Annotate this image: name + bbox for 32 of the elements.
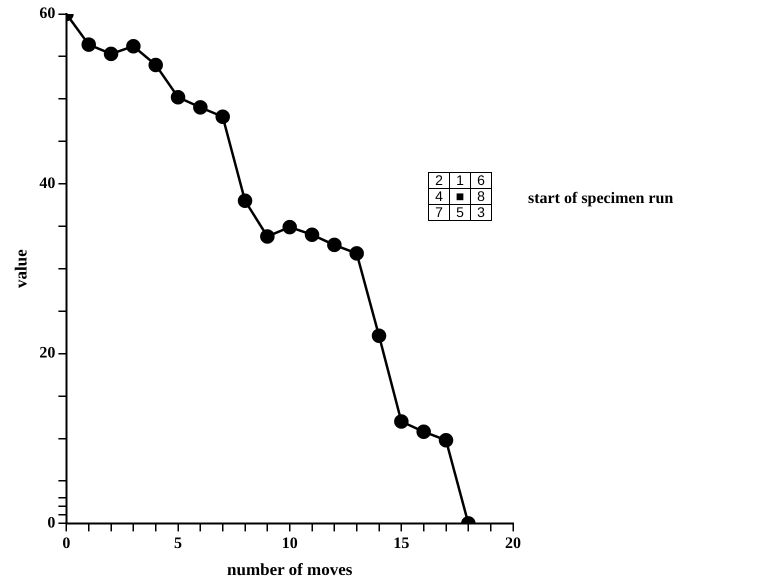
annotation: 4 ■ 8 [434, 188, 486, 204]
point [304, 227, 320, 242]
x-tick-label: 0 [62, 535, 70, 552]
annotation: 2 1 6 [434, 172, 486, 188]
x-tick-label: 20 [505, 535, 521, 552]
point [215, 109, 230, 124]
y-axis-title: value [12, 248, 31, 288]
point [372, 328, 386, 344]
text: start of specimen run [528, 190, 674, 208]
x-tick-label: 10 [282, 535, 298, 552]
x-tick-label: 15 [393, 535, 410, 552]
y-tick-label: 40 [39, 174, 56, 192]
point [394, 414, 409, 429]
point [238, 194, 252, 208]
point [282, 220, 297, 234]
point [81, 37, 96, 52]
y-tick-label: 60 [39, 5, 56, 22]
point [260, 229, 275, 244]
point [104, 46, 118, 62]
y-tick-label: 20 [39, 344, 56, 362]
x-axis-title: number of moves [227, 560, 353, 580]
point [126, 39, 141, 54]
point [438, 432, 454, 448]
y-tick-label: 0 [47, 514, 56, 532]
point [170, 90, 186, 104]
annotation: 7 5 3 [434, 204, 486, 220]
point [416, 424, 431, 439]
point [327, 238, 342, 252]
point [193, 100, 208, 115]
x-tick-label: 5 [174, 535, 182, 552]
point [148, 58, 163, 72]
point [349, 246, 364, 261]
